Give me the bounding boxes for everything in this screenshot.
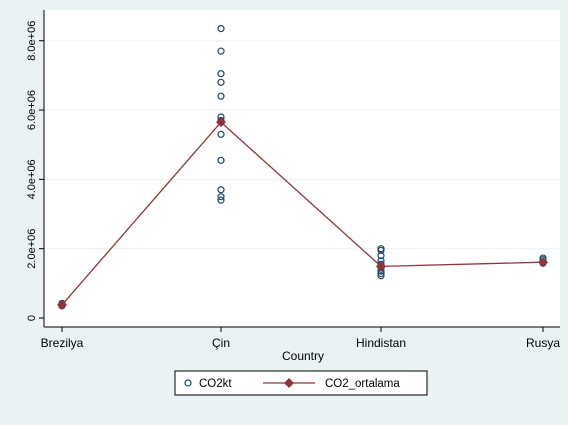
scatter-point xyxy=(217,193,225,201)
scatter-point xyxy=(217,24,225,33)
mean-point xyxy=(376,261,386,272)
y-tick-label: 0 xyxy=(26,315,38,321)
x-tick-label: Brezilya xyxy=(41,336,84,350)
y-tick-label: 6.0e+06 xyxy=(26,90,38,130)
scatter-point xyxy=(217,186,225,194)
mean-point xyxy=(538,257,548,268)
scatter-point xyxy=(217,196,225,204)
scatter-point xyxy=(217,47,225,55)
scatter-point xyxy=(217,92,225,100)
mean-point xyxy=(57,299,67,310)
grid-layer xyxy=(44,40,560,250)
y-tick-label: 2.0e+06 xyxy=(26,229,38,269)
y-tick-label: 4.0e+06 xyxy=(26,159,38,199)
legend-co2kt-marker xyxy=(184,379,192,387)
scatter-point xyxy=(217,70,225,78)
x-tick-label: Çin xyxy=(212,336,230,350)
legend-co2kt-label: CO2kt xyxy=(199,378,232,390)
x-tick-label: Hindistan xyxy=(356,336,406,350)
mean-line xyxy=(61,121,544,306)
legend: CO2kt CO2_ortalama xyxy=(174,370,428,396)
mean-point xyxy=(216,117,226,128)
legend-co2-ortalama-marker xyxy=(284,378,294,388)
scatter-point xyxy=(217,130,225,138)
series-layer xyxy=(57,24,548,310)
scatter-point xyxy=(377,272,385,280)
legend-co2-ortalama-label: CO2_ortalama xyxy=(325,378,400,390)
x-axis-label: Country xyxy=(282,349,324,363)
scatter-point xyxy=(217,78,225,86)
scatter-point xyxy=(377,246,385,255)
scatter-point xyxy=(377,252,385,260)
y-tick-label: 8.0e+06 xyxy=(26,21,38,61)
x-tick-label: Rusya xyxy=(526,336,560,350)
scatter-point xyxy=(217,156,225,164)
axis-layer: 0 2.0e+06 4.0e+06 6.0e+06 8.0e+06 Brezilya Çin… xyxy=(26,10,560,350)
plot-area xyxy=(44,10,560,327)
